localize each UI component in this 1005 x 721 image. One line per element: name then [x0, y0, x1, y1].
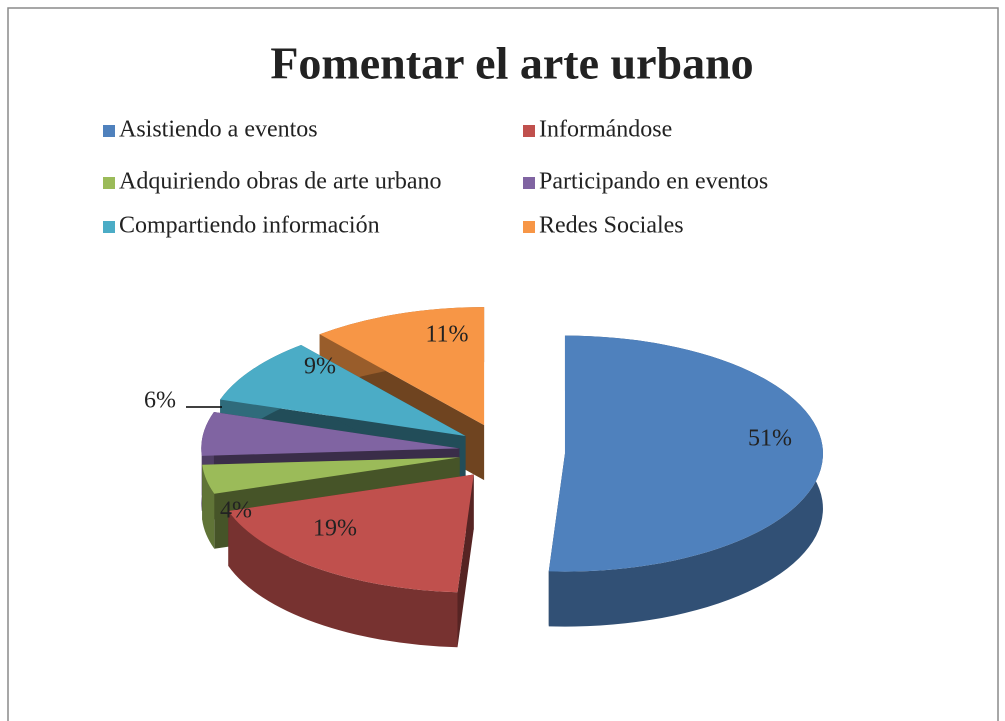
legend-label: Redes Sociales	[539, 213, 684, 239]
legend-swatch	[523, 125, 535, 137]
slice-side	[202, 464, 215, 549]
chart-frame	[7, 7, 999, 721]
legend-label: Asistiendo a eventos	[119, 117, 318, 143]
legend-label: Participando en eventos	[539, 169, 768, 195]
data-label: 9%	[304, 354, 336, 380]
legend-swatch	[523, 221, 535, 233]
data-label: 6%	[144, 388, 176, 414]
slice-side	[228, 510, 458, 648]
slice-top	[228, 474, 474, 593]
slice-top	[202, 457, 460, 494]
legend-swatch	[523, 177, 535, 189]
slice	[228, 474, 474, 648]
chart-title: Fomentar el arte urbano	[270, 38, 753, 89]
slice-top	[548, 335, 823, 572]
data-label: 19%	[313, 516, 357, 542]
data-label: 51%	[748, 426, 792, 452]
slice	[548, 335, 823, 627]
legend-swatch	[103, 221, 115, 233]
slice-top	[220, 345, 466, 436]
legend-swatch	[103, 177, 115, 189]
legend-label: Informándose	[539, 117, 672, 143]
data-label: 4%	[220, 498, 252, 524]
legend-label: Adquiriendo obras de arte urbano	[119, 169, 442, 195]
legend-label: Compartiendo información	[119, 213, 380, 239]
slice-top	[201, 411, 460, 456]
legend-swatch	[103, 125, 115, 137]
slice-top	[319, 307, 485, 426]
data-label: 11%	[425, 322, 468, 348]
